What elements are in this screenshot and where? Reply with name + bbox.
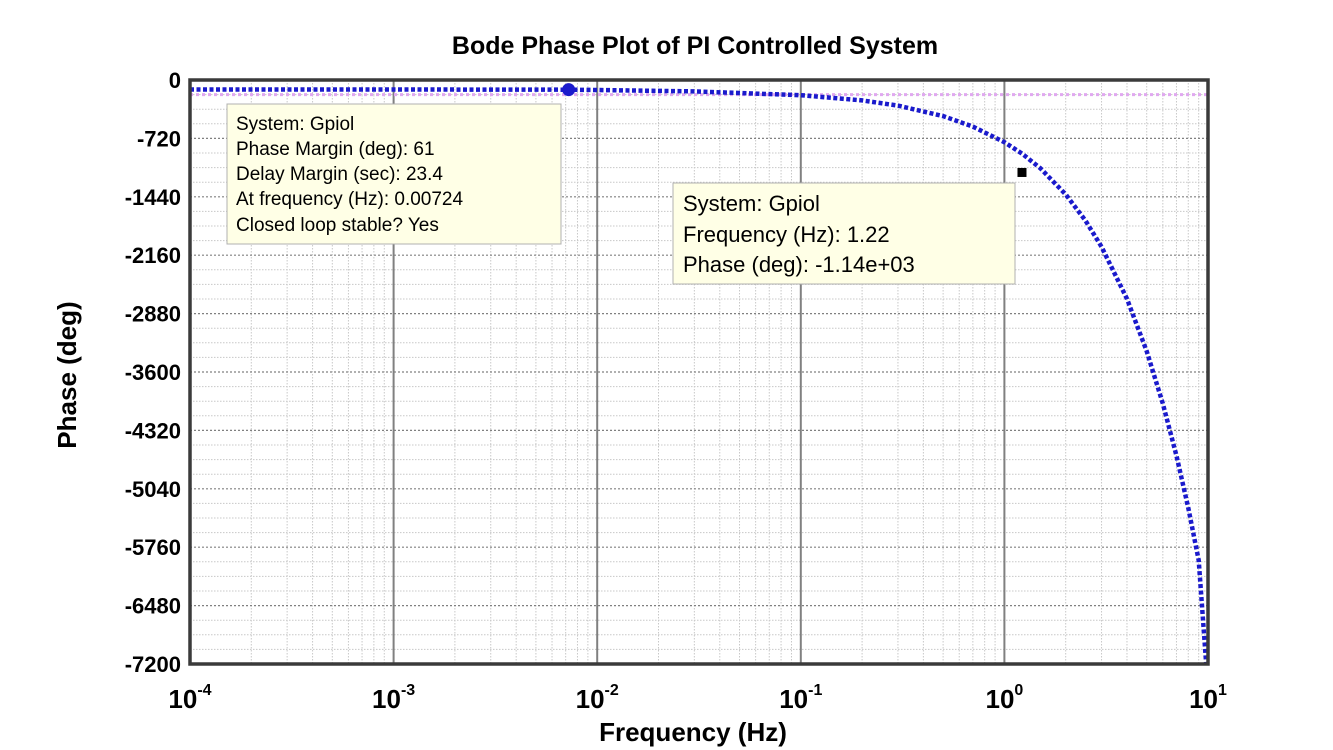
y-axis-label: Phase (deg) (52, 301, 82, 448)
datatip-phase-margin-line-5: Closed loop stable? Yes (236, 215, 439, 236)
y-tick-label: -7200 (125, 652, 181, 677)
x-tick-label: 101 (1189, 682, 1227, 714)
datatip-point-marker (1017, 167, 1027, 177)
x-tick-label: 10-4 (168, 682, 211, 714)
datatip-phase-margin-line-4: At frequency (Hz): 0.00724 (236, 189, 463, 210)
datatip-phase-point-line-3: Phase (deg): -1.14e+03 (683, 252, 915, 277)
markers (562, 83, 1027, 177)
datatip-phase-point[interactable]: System: Gpiol Frequency (Hz): 1.22 Phase… (672, 182, 1016, 285)
y-tick-label: -5040 (125, 477, 181, 502)
datatip-phase-margin-line-1: System: Gpiol (236, 114, 354, 135)
x-tick-label: 10-3 (372, 682, 415, 714)
y-tick-label: -1440 (125, 185, 181, 210)
y-tick-label: 0 (169, 68, 181, 93)
phase-margin-marker (562, 83, 576, 97)
y-tick-label: -5760 (125, 535, 181, 560)
datatip-phase-point-line-1: System: Gpiol (683, 191, 820, 216)
datatip-phase-margin-box (226, 103, 562, 245)
x-axis-label: Frequency (Hz) (599, 717, 787, 747)
datatip-phase-margin[interactable]: System: Gpiol Phase Margin (deg): 61 Del… (226, 103, 562, 245)
y-tick-label: -2160 (125, 243, 181, 268)
axes-frame (188, 78, 1210, 666)
datatip-phase-point-box (672, 182, 1016, 285)
axes-box (188, 78, 1210, 666)
datatip-phase-point-line-2: Frequency (Hz): 1.22 (683, 222, 890, 247)
y-tick-label: -6480 (125, 594, 181, 619)
datatip-phase-margin-line-3: Delay Margin (sec): 23.4 (236, 164, 443, 185)
x-tick-label: 100 (985, 682, 1023, 714)
x-tick-label: 10-1 (779, 682, 822, 714)
x-tick-label: 10-2 (576, 682, 619, 714)
datatip-phase-margin-line-2: Phase Margin (deg): 61 (236, 139, 435, 160)
tick-labels: 0 -720 -1440 -2160 -2880 -3600 -4320 -5040 -5760… (125, 68, 1227, 714)
y-tick-label: -2880 (125, 302, 181, 327)
y-tick-label: -720 (137, 126, 181, 151)
y-tick-label: -4320 (125, 418, 181, 443)
chart-title: Bode Phase Plot of PI Controlled System (452, 32, 938, 60)
y-tick-label: -3600 (125, 360, 181, 385)
